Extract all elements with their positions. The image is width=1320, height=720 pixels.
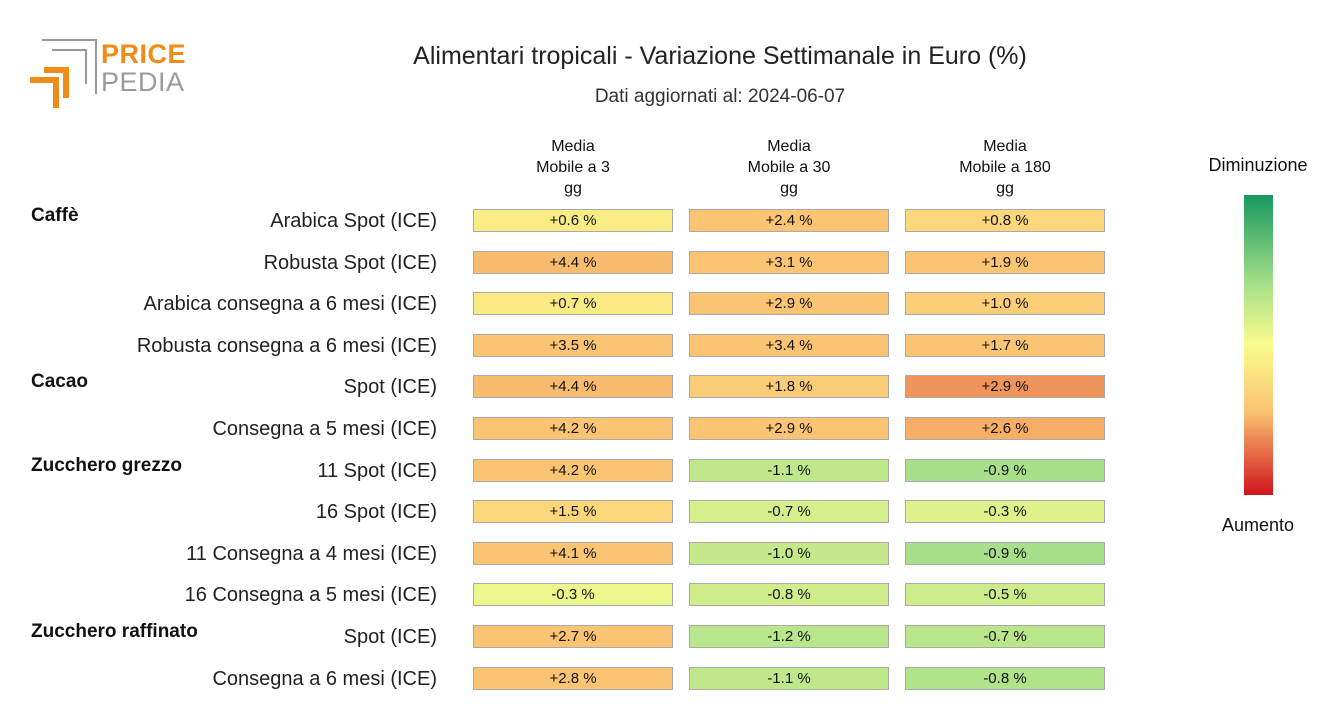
- group-label: Zucchero raffinato: [31, 621, 198, 642]
- chart-subtitle: Dati aggiornati al: 2024-06-07: [594, 86, 846, 107]
- heatmap-cell: +1.0 %: [905, 292, 1105, 316]
- row-label: 16 Consegna a 5 mesi (ICE): [184, 584, 437, 607]
- row-label: Robusta Spot (ICE): [263, 251, 437, 274]
- heatmap-cell: -1.1 %: [689, 458, 889, 482]
- heatmap-cell: -0.3 %: [473, 583, 673, 607]
- heatmap-cell: +3.5 %: [473, 333, 673, 357]
- legend-color-bar: [1244, 195, 1273, 495]
- heatmap-cell: -0.3 %: [905, 500, 1105, 524]
- heatmap-cell: -0.8 %: [905, 666, 1105, 690]
- row-label: Arabica Spot (ICE): [270, 210, 437, 232]
- heatmap-cell: +2.9 %: [689, 417, 889, 440]
- chart-title: Alimentari tropicali - Variazione Settim…: [413, 42, 1027, 70]
- heatmap-cell: +3.4 %: [689, 333, 889, 357]
- heatmap-cell: +2.7 %: [473, 625, 673, 648]
- heatmap-cell: -1.1 %: [689, 666, 889, 690]
- heatmap-cell: +1.9 %: [905, 250, 1105, 274]
- column-header: Media Mobile a 3 gg: [536, 138, 610, 197]
- legend-top-label: Diminuzione: [1208, 155, 1308, 175]
- column-header: Media Mobile a 30 gg: [747, 138, 831, 197]
- heatmap-cell: +0.8 %: [905, 209, 1105, 232]
- heatmap-cell: +1.7 %: [905, 333, 1105, 357]
- row-label: 11 Spot (ICE): [317, 459, 437, 482]
- group-label: Zucchero grezzo: [31, 454, 182, 476]
- row-label: 16 Spot (ICE): [315, 501, 437, 524]
- row-label: Consegna a 6 mesi (ICE): [212, 667, 437, 690]
- heatmap-cell: +4.2 %: [473, 417, 673, 440]
- heatmap-cell: -0.8 %: [689, 583, 889, 607]
- heatmap-cell: +1.5 %: [473, 500, 673, 524]
- row-label: Spot (ICE): [343, 626, 437, 648]
- heatmap-cell: -0.7 %: [689, 500, 889, 524]
- heatmap-cell: +2.8 %: [473, 666, 673, 690]
- row-label: Arabica consegna a 6 mesi (ICE): [143, 293, 437, 316]
- logo-mark-icon: [30, 39, 97, 108]
- heatmap-cell: +2.9 %: [689, 292, 889, 316]
- heatmap-cell: -0.9 %: [905, 458, 1105, 482]
- heatmap-cell: -1.2 %: [689, 625, 889, 648]
- heatmap-cell: +0.7 %: [473, 292, 673, 316]
- heatmap-cell: +2.4 %: [689, 209, 889, 232]
- heatmap-cell: +1.8 %: [689, 375, 889, 399]
- group-label: Cacao: [31, 371, 89, 393]
- row-label: 11 Consegna a 4 mesi (ICE): [186, 542, 437, 565]
- heatmap-cell: +3.1 %: [689, 250, 889, 274]
- heatmap-cell: +0.6 %: [473, 209, 673, 232]
- heatmap-cell: -0.9 %: [905, 541, 1105, 565]
- row-label: Spot (ICE): [343, 376, 437, 399]
- group-label: Caffè: [31, 205, 79, 226]
- heatmap-cell: -0.5 %: [905, 583, 1105, 607]
- row-label: Robusta consegna a 6 mesi (ICE): [136, 334, 437, 357]
- row-label: Consegna a 5 mesi (ICE): [212, 418, 437, 440]
- heatmap-cell: +4.4 %: [473, 375, 673, 399]
- legend-bottom-label: Aumento: [1221, 515, 1295, 535]
- heatmap-cell: +4.1 %: [473, 541, 673, 565]
- heatmap-cell: +2.6 %: [905, 417, 1105, 440]
- heatmap-cell: -0.7 %: [905, 625, 1105, 648]
- heatmap-cell: +4.2 %: [473, 458, 673, 482]
- heatmap-cell: +2.9 %: [905, 375, 1105, 399]
- logo-price-text: PRICE: [101, 39, 187, 69]
- heatmap-cell: -1.0 %: [689, 541, 889, 565]
- heatmap-cell: +4.4 %: [473, 250, 673, 274]
- column-header: Media Mobile a 180 gg: [959, 138, 1051, 197]
- pricepedia-logo: PRICE PEDIA: [30, 38, 200, 110]
- logo-pedia-text: PEDIA: [101, 67, 185, 97]
